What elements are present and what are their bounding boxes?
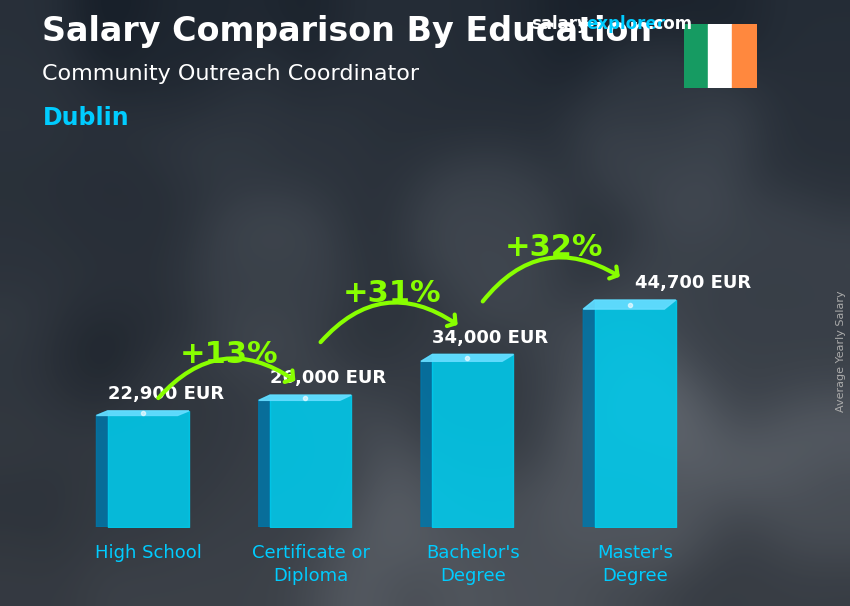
- Polygon shape: [96, 411, 108, 527]
- Bar: [733, 24, 757, 88]
- Text: Average Yearly Salary: Average Yearly Salary: [836, 291, 846, 412]
- Text: .com: .com: [648, 15, 693, 33]
- Text: +32%: +32%: [505, 233, 604, 262]
- Text: explorer: explorer: [586, 15, 666, 33]
- Text: Community Outreach Coordinator: Community Outreach Coordinator: [42, 64, 420, 84]
- Text: 34,000 EUR: 34,000 EUR: [433, 329, 548, 347]
- Polygon shape: [583, 300, 676, 309]
- Polygon shape: [96, 411, 189, 416]
- Bar: [684, 24, 708, 88]
- Polygon shape: [583, 300, 595, 527]
- Text: 44,700 EUR: 44,700 EUR: [635, 275, 751, 293]
- Text: Dublin: Dublin: [42, 106, 129, 130]
- Polygon shape: [421, 355, 433, 527]
- Text: 22,900 EUR: 22,900 EUR: [108, 385, 224, 403]
- Bar: [708, 24, 733, 88]
- Polygon shape: [258, 395, 270, 527]
- Text: Salary Comparison By Education: Salary Comparison By Education: [42, 15, 653, 48]
- Polygon shape: [421, 355, 513, 361]
- Polygon shape: [258, 395, 351, 401]
- Text: +31%: +31%: [343, 279, 441, 308]
- Text: salary: salary: [531, 15, 588, 33]
- Text: +13%: +13%: [180, 340, 279, 369]
- Text: 26,000 EUR: 26,000 EUR: [270, 370, 386, 387]
